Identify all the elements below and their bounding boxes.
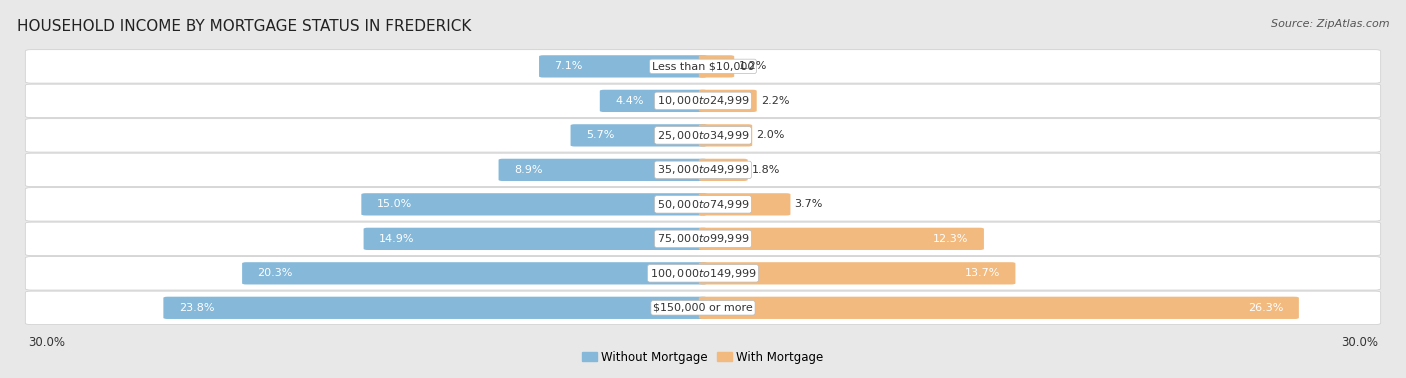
Text: $100,000 to $149,999: $100,000 to $149,999 — [650, 267, 756, 280]
Text: 26.3%: 26.3% — [1249, 303, 1284, 313]
FancyBboxPatch shape — [25, 84, 1381, 118]
Text: 4.4%: 4.4% — [616, 96, 644, 106]
Text: Source: ZipAtlas.com: Source: ZipAtlas.com — [1271, 19, 1389, 29]
Text: 30.0%: 30.0% — [1341, 336, 1378, 349]
FancyBboxPatch shape — [699, 297, 1299, 319]
FancyBboxPatch shape — [538, 55, 707, 77]
FancyBboxPatch shape — [25, 187, 1381, 221]
FancyBboxPatch shape — [699, 90, 756, 112]
FancyBboxPatch shape — [25, 119, 1381, 152]
Text: 2.0%: 2.0% — [756, 130, 785, 140]
FancyBboxPatch shape — [25, 257, 1381, 290]
Text: $35,000 to $49,999: $35,000 to $49,999 — [657, 163, 749, 177]
Text: 7.1%: 7.1% — [554, 61, 583, 71]
Text: 30.0%: 30.0% — [28, 336, 65, 349]
Text: $10,000 to $24,999: $10,000 to $24,999 — [657, 94, 749, 107]
FancyBboxPatch shape — [25, 291, 1381, 325]
FancyBboxPatch shape — [699, 159, 748, 181]
FancyBboxPatch shape — [699, 124, 752, 147]
FancyBboxPatch shape — [699, 262, 1015, 285]
Text: 8.9%: 8.9% — [515, 165, 543, 175]
FancyBboxPatch shape — [600, 90, 707, 112]
FancyBboxPatch shape — [499, 159, 707, 181]
Text: 1.8%: 1.8% — [752, 165, 780, 175]
Text: 2.2%: 2.2% — [761, 96, 789, 106]
Text: HOUSEHOLD INCOME BY MORTGAGE STATUS IN FREDERICK: HOUSEHOLD INCOME BY MORTGAGE STATUS IN F… — [17, 19, 471, 34]
Legend: Without Mortgage, With Mortgage: Without Mortgage, With Mortgage — [578, 346, 828, 368]
Text: $75,000 to $99,999: $75,000 to $99,999 — [657, 232, 749, 245]
FancyBboxPatch shape — [699, 228, 984, 250]
Text: 3.7%: 3.7% — [794, 199, 823, 209]
FancyBboxPatch shape — [364, 228, 707, 250]
FancyBboxPatch shape — [25, 222, 1381, 256]
Text: Less than $10,000: Less than $10,000 — [652, 61, 754, 71]
FancyBboxPatch shape — [571, 124, 707, 147]
Text: $150,000 or more: $150,000 or more — [654, 303, 752, 313]
FancyBboxPatch shape — [25, 50, 1381, 83]
FancyBboxPatch shape — [163, 297, 707, 319]
Text: 15.0%: 15.0% — [377, 199, 412, 209]
Text: 14.9%: 14.9% — [380, 234, 415, 244]
Text: 20.3%: 20.3% — [257, 268, 292, 278]
FancyBboxPatch shape — [361, 193, 707, 215]
Text: $25,000 to $34,999: $25,000 to $34,999 — [657, 129, 749, 142]
Text: 13.7%: 13.7% — [965, 268, 1000, 278]
FancyBboxPatch shape — [699, 193, 790, 215]
FancyBboxPatch shape — [699, 55, 734, 77]
Text: 23.8%: 23.8% — [179, 303, 214, 313]
FancyBboxPatch shape — [25, 153, 1381, 187]
Text: $50,000 to $74,999: $50,000 to $74,999 — [657, 198, 749, 211]
Text: 5.7%: 5.7% — [586, 130, 614, 140]
FancyBboxPatch shape — [242, 262, 707, 285]
Text: 12.3%: 12.3% — [934, 234, 969, 244]
Text: 1.2%: 1.2% — [738, 61, 766, 71]
